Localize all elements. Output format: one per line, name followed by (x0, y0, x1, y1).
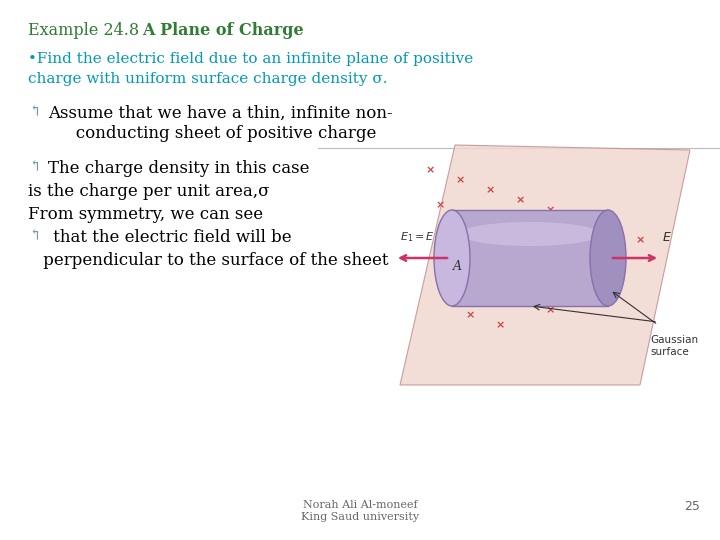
Text: ×: × (526, 230, 535, 240)
Text: ×: × (575, 215, 585, 225)
Text: ×: × (545, 305, 554, 315)
Bar (452, 210, 608, 306)
Text: ×: × (436, 200, 445, 210)
Text: ×: × (505, 255, 515, 265)
Text: Assume that we have a thin, infinite non-: Assume that we have a thin, infinite non… (48, 105, 392, 122)
Text: ×: × (495, 320, 505, 330)
Text: ×: × (455, 275, 464, 285)
Text: ↰: ↰ (28, 160, 41, 174)
Text: that the electric field will be: that the electric field will be (48, 229, 292, 246)
Text: ×: × (465, 310, 474, 320)
Text: $E_1 = E$: $E_1 = E$ (400, 230, 435, 244)
Text: •Find the electric field due to an infinite plane of positive: •Find the electric field due to an infin… (28, 52, 473, 66)
Text: ×: × (426, 165, 435, 175)
Text: ×: × (516, 195, 525, 205)
Text: ×: × (585, 250, 595, 260)
Text: ×: × (565, 275, 575, 285)
Text: Gaussian
surface: Gaussian surface (650, 335, 698, 356)
Text: ×: × (495, 220, 505, 230)
Text: ↰: ↰ (28, 229, 41, 243)
Text: ×: × (535, 265, 545, 275)
Polygon shape (400, 145, 690, 385)
Text: A Plane of Charge: A Plane of Charge (142, 22, 304, 39)
Text: ↰: ↰ (28, 105, 41, 119)
Text: ×: × (455, 175, 464, 185)
Text: Example 24.8: Example 24.8 (28, 22, 144, 39)
Text: perpendicular to the surface of the sheet: perpendicular to the surface of the shee… (38, 252, 389, 269)
Text: ×: × (445, 235, 455, 245)
Text: ×: × (485, 185, 495, 195)
Text: $\it{E}$: $\it{E}$ (662, 231, 672, 244)
Text: conducting sheet of positive charge: conducting sheet of positive charge (60, 125, 377, 142)
Text: ×: × (616, 260, 625, 270)
Text: ×: × (465, 210, 474, 220)
Text: ×: × (635, 235, 644, 245)
Text: ×: × (475, 245, 485, 255)
Text: Norah Ali Al-moneef
King Saud university: Norah Ali Al-moneef King Saud university (301, 500, 419, 522)
Text: ×: × (545, 205, 554, 215)
Text: is the charge per unit area,σ: is the charge per unit area,σ (28, 183, 269, 200)
Text: ×: × (555, 240, 564, 250)
Text: ×: × (606, 225, 615, 235)
Text: A: A (452, 260, 462, 273)
Ellipse shape (434, 210, 470, 306)
Text: ×: × (516, 295, 525, 305)
Text: ×: × (595, 285, 605, 295)
Text: 25: 25 (684, 500, 700, 513)
Ellipse shape (460, 222, 600, 246)
Text: The charge density in this case: The charge density in this case (48, 160, 310, 177)
Text: ×: × (485, 285, 495, 295)
Text: charge with uniform surface charge density σ.: charge with uniform surface charge densi… (28, 72, 387, 86)
Ellipse shape (590, 210, 626, 306)
Text: From symmetry, we can see: From symmetry, we can see (28, 206, 263, 223)
